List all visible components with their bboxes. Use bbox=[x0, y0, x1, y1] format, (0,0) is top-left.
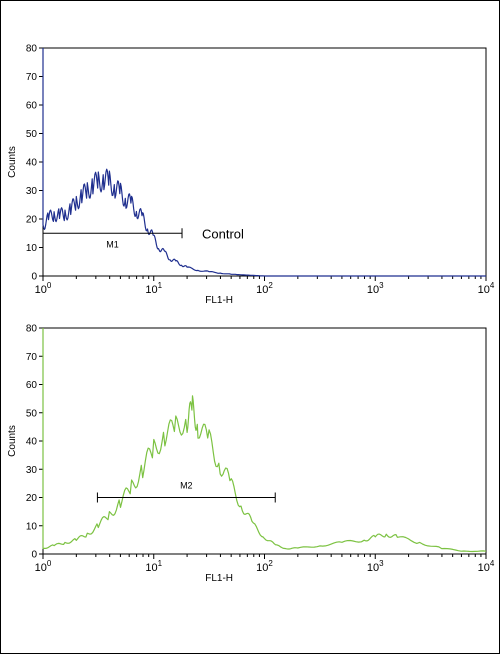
x-tick-label: 100 bbox=[35, 281, 52, 296]
y-tick-label: 40 bbox=[26, 158, 38, 169]
x-tick-label: 101 bbox=[145, 559, 162, 574]
x-tick-label: 104 bbox=[478, 281, 495, 296]
histogram-panel-1: 0 10 20 30 40 50 60 70 80 100 101 102 103 104 FL1-H Cou… bbox=[7, 44, 495, 307]
y-tick-label: 10 bbox=[26, 243, 38, 254]
y-tick-label: 30 bbox=[26, 186, 38, 197]
y-tick-label: 0 bbox=[31, 550, 37, 561]
y-tick-label: 30 bbox=[26, 465, 38, 476]
y-tick-label: 80 bbox=[26, 44, 38, 55]
y-tick-label: 80 bbox=[26, 324, 38, 335]
gate-label: M2 bbox=[180, 481, 193, 491]
x-axis-label: FL1-H bbox=[205, 295, 233, 306]
x-tick-label: 102 bbox=[256, 281, 273, 296]
plot-area bbox=[42, 327, 487, 555]
x-tick-label: 100 bbox=[35, 559, 52, 574]
gate-label: M1 bbox=[106, 239, 119, 249]
x-tick-label: 101 bbox=[145, 281, 162, 296]
x-tick-label: 102 bbox=[256, 559, 273, 574]
annotation-control: Control bbox=[202, 226, 244, 241]
y-tick-label: 0 bbox=[31, 272, 37, 283]
y-tick-label: 40 bbox=[26, 437, 38, 448]
y-tick-label: 60 bbox=[26, 380, 38, 391]
x-tick-label: 103 bbox=[367, 559, 384, 574]
y-tick-label: 50 bbox=[26, 408, 38, 419]
y-tick-label: 60 bbox=[26, 101, 38, 112]
y-tick-label: 10 bbox=[26, 521, 38, 532]
y-tick-label: 50 bbox=[26, 129, 38, 140]
x-axis-label: FL1-H bbox=[205, 573, 233, 584]
y-tick-label: 70 bbox=[26, 72, 38, 83]
y-tick-label: 70 bbox=[26, 352, 38, 363]
histogram-trace bbox=[42, 328, 487, 553]
y-tick-label: 20 bbox=[26, 215, 38, 226]
y-tick-label: 20 bbox=[26, 493, 38, 504]
x-tick-label: 103 bbox=[367, 281, 384, 296]
histogram-panel-2: 0 10 20 30 40 50 60 70 80 100 101 102 103 104 FL1-H Cou… bbox=[7, 324, 495, 585]
x-tick-label: 104 bbox=[478, 559, 495, 574]
histogram-trace bbox=[42, 48, 486, 277]
y-axis-label: Counts bbox=[7, 146, 18, 178]
y-axis-label: Counts bbox=[7, 425, 18, 457]
